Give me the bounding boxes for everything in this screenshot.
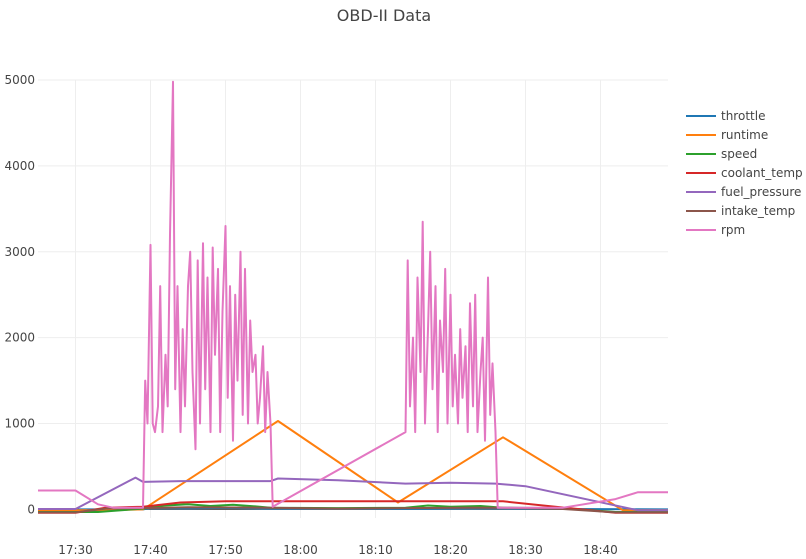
legend-item-coolant-temp[interactable]: coolant_temp	[686, 166, 803, 180]
y-tick-label: 3000	[4, 245, 35, 259]
y-tick-label: 0	[27, 502, 35, 516]
legend-label: throttle	[721, 109, 765, 123]
legend-label: intake_temp	[721, 204, 795, 218]
y-tick-label: 4000	[4, 159, 35, 173]
legend-label: fuel_pressure	[721, 185, 801, 199]
legend-label: rpm	[721, 223, 745, 237]
plot-area[interactable]	[38, 80, 669, 514]
y-tick-label: 1000	[4, 417, 35, 431]
y-tick-label: 5000	[4, 73, 35, 87]
legend-item-runtime[interactable]: runtime	[686, 128, 768, 142]
x-tick-label: 18:20	[433, 543, 468, 557]
legend-item-speed[interactable]: speed	[686, 147, 757, 161]
legend-label: speed	[721, 147, 757, 161]
y-axis: 0 1000 2000 3000 4000 5000	[4, 73, 35, 516]
x-axis: 17:30 17:40 17:50 18:00 18:10 18:20 18:30 18:40	[58, 543, 618, 557]
x-tick-label: 17:50	[208, 543, 243, 557]
legend-item-fuel-pressure[interactable]: fuel_pressure	[686, 185, 801, 199]
legend-label: runtime	[721, 128, 768, 142]
x-tick-label: 17:30	[58, 543, 93, 557]
x-tick-label: 18:40	[583, 543, 618, 557]
legend-item-throttle[interactable]: throttle	[686, 109, 765, 123]
legend-item-intake-temp[interactable]: intake_temp	[686, 204, 795, 218]
series-line-fuel-pressure[interactable]	[38, 476, 668, 512]
x-tick-label: 18:10	[358, 543, 393, 557]
x-tick-label: 18:00	[283, 543, 318, 557]
y-tick-label: 2000	[4, 331, 35, 345]
series-line-rpm[interactable]	[38, 80, 668, 509]
x-tick-label: 17:40	[133, 543, 168, 557]
series-line-intake-temp[interactable]	[38, 506, 668, 514]
x-tick-label: 18:30	[508, 543, 543, 557]
legend-label: coolant_temp	[721, 166, 803, 180]
grid	[38, 79, 668, 518]
legend[interactable]: throttle runtime speed coolant_temp fuel_pre…	[686, 109, 803, 237]
chart-title: OBD-II Data	[337, 6, 431, 25]
legend-item-rpm[interactable]: rpm	[686, 223, 745, 237]
